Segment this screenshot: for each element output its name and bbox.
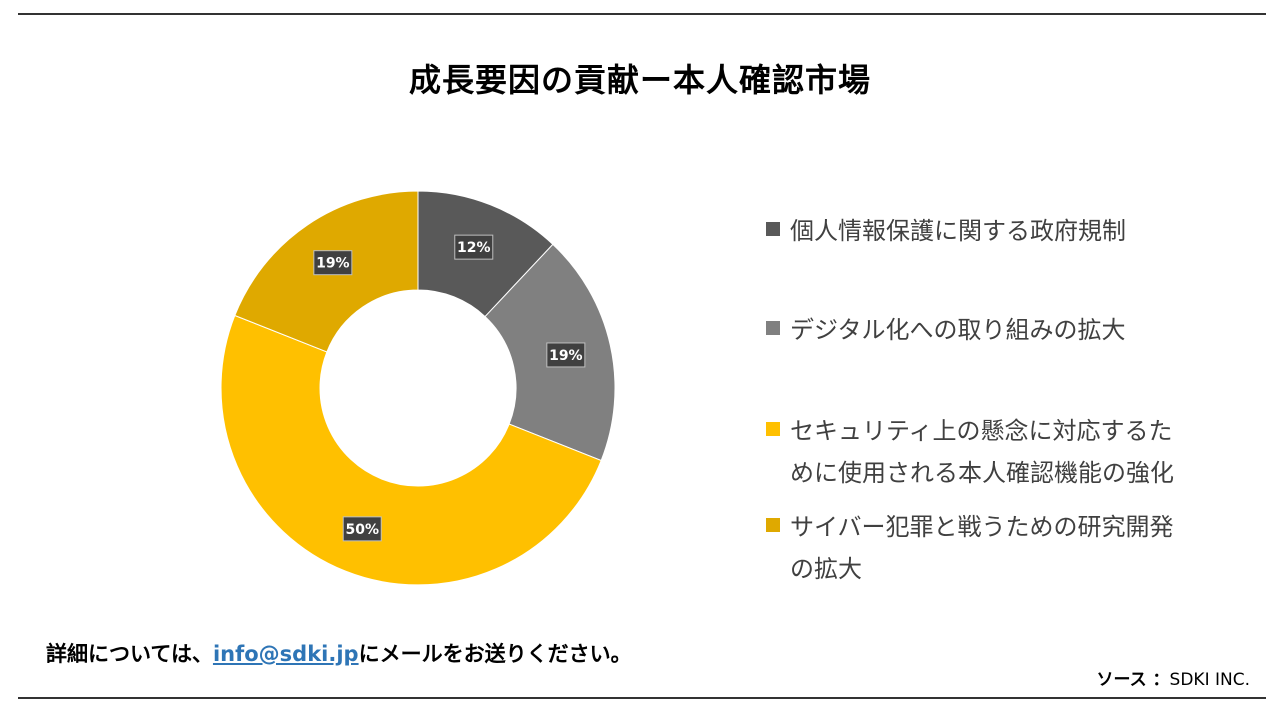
legend-item-cybercrime-rnd: サイバー犯罪と戦うための研究開発 の拡大 xyxy=(766,506,1230,590)
chart-title: 成長要因の貢献ー本人確認市場 xyxy=(408,61,871,99)
legend-swatch xyxy=(766,518,780,532)
legend-swatch xyxy=(766,422,780,436)
bottom-rule xyxy=(18,697,1266,699)
contact-prefix: 詳細については、 xyxy=(46,642,213,666)
legend-swatch xyxy=(766,222,780,236)
donut-slice-2 xyxy=(220,314,602,586)
data-label-3: 19% xyxy=(313,250,353,276)
source-value: SDKI INC. xyxy=(1169,670,1250,690)
svg-text:19%: 19% xyxy=(316,256,350,272)
contact-note: 詳細については、info@sdki.jpにメールをお送りください。 xyxy=(46,638,632,668)
source-credit: ソース ：SDKI INC. xyxy=(1096,665,1250,690)
contact-suffix: にメールをお送りください。 xyxy=(358,642,632,666)
data-label-0: 12% xyxy=(454,234,494,260)
source-label: ソース ： xyxy=(1096,670,1170,690)
svg-text:50%: 50% xyxy=(345,522,379,538)
data-label-2: 50% xyxy=(342,516,382,542)
svg-text:12%: 12% xyxy=(457,240,491,256)
data-label-1: 19% xyxy=(546,342,586,368)
legend-label: セキュリティ上の懸念に対応するた めに使用される本人確認機能の強化 xyxy=(790,417,1174,487)
top-rule xyxy=(18,13,1266,15)
legend-swatch xyxy=(766,321,780,335)
legend-item-digitalization: デジタル化への取り組みの拡大 xyxy=(766,309,1230,351)
donut-chart: 12% 19% 50% 19% xyxy=(220,190,616,586)
legend-item-security-concerns: セキュリティ上の懸念に対応するた めに使用される本人確認機能の強化 xyxy=(766,410,1230,494)
legend-label: デジタル化への取り組みの拡大 xyxy=(790,316,1126,344)
legend-label: 個人情報保護に関する政府規制 xyxy=(790,217,1126,245)
email-link[interactable]: info@sdki.jp xyxy=(212,642,359,666)
legend-label: サイバー犯罪と戦うための研究開発 の拡大 xyxy=(790,513,1174,583)
svg-text:19%: 19% xyxy=(549,348,583,364)
legend-item-government-regulation: 個人情報保護に関する政府規制 xyxy=(766,210,1230,252)
